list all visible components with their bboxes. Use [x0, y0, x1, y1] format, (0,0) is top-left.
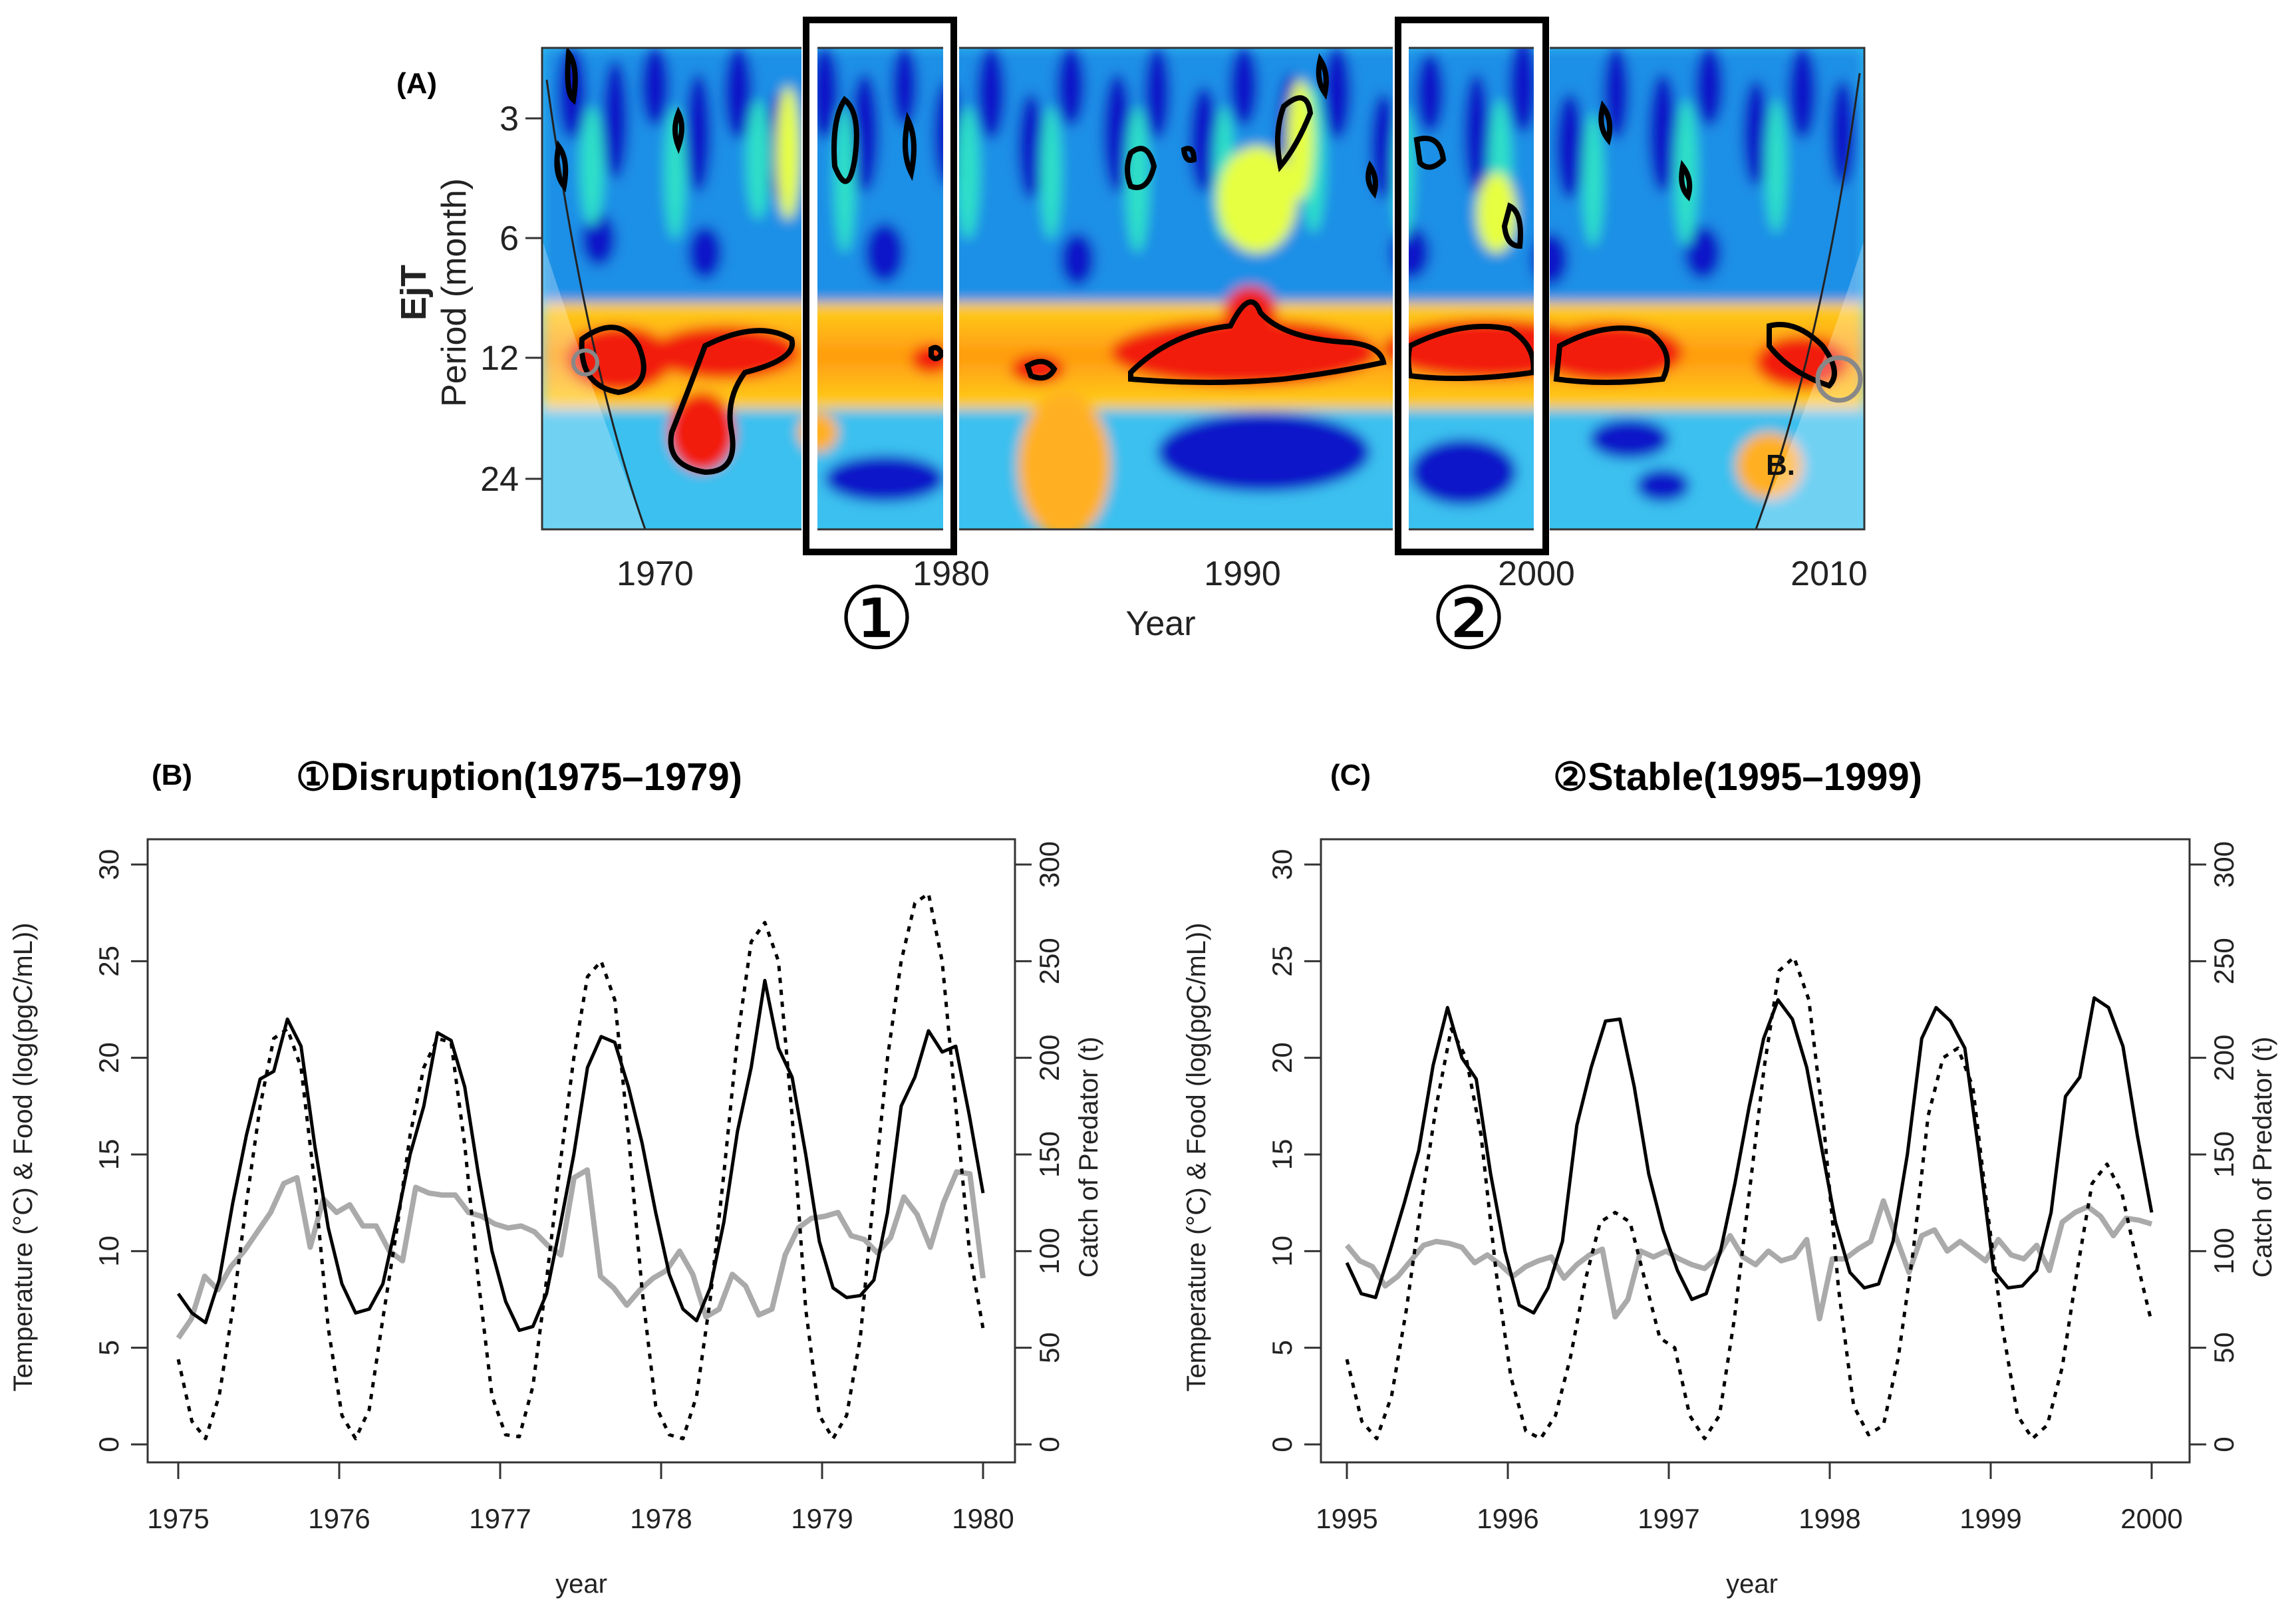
y-left-tick-label: 5 [93, 1340, 124, 1355]
a-xtick-2000: 2000 [1498, 555, 1575, 593]
y-left-tick-label: 30 [93, 849, 124, 880]
x-tick-label: 1999 [1959, 1503, 2021, 1534]
x-tick-label: 1980 [952, 1503, 1014, 1534]
y-right-tick-label: 250 [1034, 938, 1065, 984]
y-right-tick-label: 0 [2208, 1436, 2239, 1452]
a-ylabel-ejt: EjT [394, 265, 434, 321]
y-right-tick-label: 100 [2208, 1228, 2239, 1274]
a-ylabel-period: Period (month) [435, 178, 474, 407]
panel-b-catch-line [176, 1167, 986, 1340]
y-left-tick-label: 15 [1266, 1139, 1298, 1170]
a-ytick-6: 6 [500, 219, 519, 258]
y-left-tick-label: 10 [93, 1236, 124, 1267]
a-xtick-1990: 1990 [1204, 555, 1281, 593]
annotation-b: B. [1766, 449, 1795, 481]
a-xtick-1970: 1970 [617, 555, 694, 593]
y-left-tick-label: 10 [1266, 1236, 1298, 1267]
y-right-tick-label: 50 [1034, 1332, 1065, 1363]
y-left-tick-label: 25 [93, 946, 124, 977]
highlight-label-1: ① [838, 568, 916, 669]
coi-right-shade [1756, 48, 1864, 529]
x-tick-label: 1975 [147, 1503, 209, 1534]
panel-b-xlabel: year [555, 1569, 607, 1599]
panel-b: (B) ①Disruption(1975–1979) 1975 1976 1977 1… [9, 755, 1103, 1599]
x-tick-label: 2000 [2120, 1503, 2182, 1534]
y-right-tick-label: 100 [1034, 1228, 1065, 1274]
wavelet-heatmap: B. [542, 48, 1864, 529]
a-ytick-12: 12 [480, 339, 519, 378]
x-tick-label: 1996 [1477, 1503, 1538, 1534]
y-right-tick-label: 50 [2208, 1332, 2239, 1363]
panel-b-title: ①Disruption(1975–1979) [296, 755, 742, 799]
panel-c-xlabel: year [1726, 1569, 1778, 1599]
significance-contours [554, 48, 1837, 475]
x-tick-label: 1978 [630, 1503, 692, 1534]
grey-contour [1815, 355, 1863, 403]
panel-b-ylabel-left: Temperature (°C) & Food (log(pgC/mL)) [9, 922, 38, 1391]
a-ytick-3: 3 [500, 100, 519, 138]
wavelet-color-field [542, 48, 1864, 529]
panel-a-label: (A) [396, 67, 437, 100]
panel-c-title: ②Stable(1995–1999) [1553, 755, 1922, 799]
y-right-tick-label: 250 [2208, 938, 2239, 984]
panel-c: (C) ②Stable(1995–1999) 1995 1996 1997 1998 1… [1182, 755, 2277, 1599]
panel-c-ylabel-left: Temperature (°C) & Food (log(pgC/mL)) [1182, 922, 1211, 1391]
x-tick-label: 1977 [469, 1503, 531, 1534]
heatmap-frame [541, 47, 1866, 531]
a-xtick-2010: 2010 [1791, 555, 1868, 593]
a-xlabel: Year [1125, 604, 1195, 643]
panel-b-label: (B) [152, 759, 192, 791]
y-right-tick-label: 0 [1034, 1436, 1065, 1452]
x-tick-label: 1998 [1798, 1503, 1860, 1534]
x-tick-label: 1995 [1316, 1503, 1377, 1534]
panel-c-food-line [1345, 956, 2154, 1440]
y-left-tick-label: 20 [1266, 1042, 1298, 1073]
highlight-box-1 [803, 17, 957, 555]
y-right-tick-label: 300 [1034, 841, 1065, 888]
panel-b-ylabel-right: Catch of Predator (t) [1074, 1037, 1103, 1277]
coi-left-shade [542, 48, 645, 529]
a-ytick-24: 24 [480, 460, 519, 499]
y-left-tick-label: 5 [1266, 1340, 1298, 1355]
y-left-tick-label: 0 [1266, 1436, 1298, 1452]
y-left-tick-label: 20 [93, 1042, 124, 1073]
panel-b-frame [146, 838, 1016, 1464]
y-left-tick-label: 30 [1266, 849, 1298, 880]
panel-c-frame [1320, 838, 2191, 1464]
a-y-axis: 3 6 12 24 EjT Period (month) [394, 100, 542, 499]
panel-a: (A) [394, 17, 1868, 669]
grey-contour-left [571, 348, 599, 376]
panel-c-ylabel-right: Catch of Predator (t) [2248, 1037, 2277, 1277]
panel-b-food-line [176, 892, 985, 1440]
panel-c-axes: 1995 1996 1997 1998 1999 20000510152025300501… [1266, 841, 2239, 1534]
y-right-tick-label: 150 [2208, 1131, 2239, 1178]
panel-b-series [176, 892, 986, 1440]
y-right-tick-label: 200 [2208, 1035, 2239, 1081]
panel-c-series [1344, 956, 2154, 1440]
y-left-tick-label: 0 [93, 1436, 124, 1452]
x-tick-label: 1976 [308, 1503, 370, 1534]
y-right-tick-label: 150 [1034, 1131, 1065, 1178]
coi-right-line [1755, 72, 1861, 529]
highlight-box-2 [1395, 17, 1549, 555]
x-tick-label: 1997 [1638, 1503, 1699, 1534]
panel-c-catch-line [1344, 1198, 2153, 1322]
x-tick-label: 1979 [791, 1503, 853, 1534]
a-xtick-1980: 1980 [913, 555, 990, 593]
panel-c-label: (C) [1330, 759, 1371, 791]
y-left-tick-label: 15 [93, 1139, 124, 1170]
a-x-axis: 1970 1980 1990 2000 2010 Year [617, 555, 1868, 643]
y-right-tick-label: 200 [1034, 1035, 1065, 1081]
highlight-label-2: ② [1430, 568, 1508, 669]
panel-b-temperature-line [176, 978, 985, 1332]
panel-c-temperature-line [1345, 996, 2154, 1315]
y-left-tick-label: 25 [1266, 946, 1298, 977]
panel-b-axes: 1975 1976 1977 1978 1979 19800510152025300501… [93, 841, 1065, 1534]
y-right-tick-label: 300 [2208, 841, 2239, 888]
